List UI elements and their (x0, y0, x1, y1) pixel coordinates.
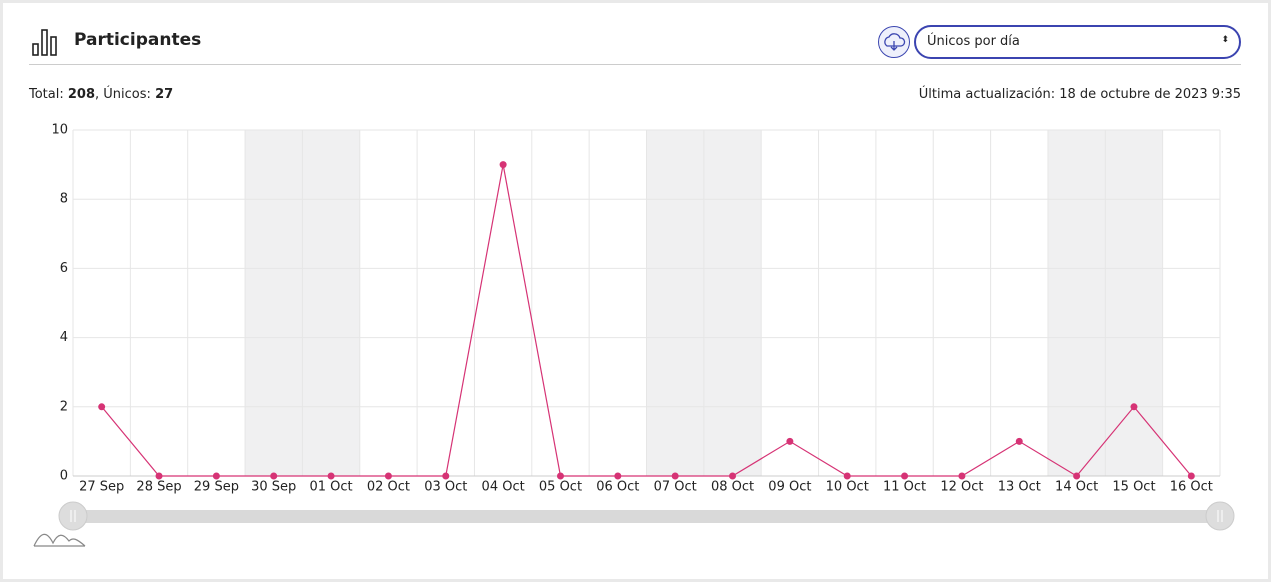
y-tick-label: 6 (60, 261, 68, 276)
card: Participantes Únicos por día ⬍ Total: 20… (3, 3, 1268, 579)
point (1187, 472, 1195, 480)
download-button[interactable] (878, 26, 910, 58)
point (671, 472, 679, 480)
chart-icon (32, 29, 57, 56)
x-tick-label: 30 Sep (251, 480, 296, 495)
x-tick-label: 07 Oct (654, 480, 697, 495)
point (1073, 472, 1081, 480)
point (614, 472, 622, 480)
point (499, 161, 507, 169)
point (155, 472, 163, 480)
point (442, 472, 450, 480)
weekend-band (1105, 130, 1163, 476)
x-tick-label: 28 Sep (136, 480, 181, 495)
mini-chart-icon (33, 533, 86, 547)
point (843, 472, 851, 480)
x-tick-label: 02 Oct (367, 480, 410, 495)
unique-label: , Únicos: (95, 87, 151, 102)
x-tick-label: 05 Oct (539, 480, 582, 495)
point (1130, 403, 1138, 411)
x-tick-label: 10 Oct (826, 480, 869, 495)
x-tick-label: 04 Oct (482, 480, 525, 495)
y-tick-label: 10 (51, 123, 68, 138)
x-tick-label: 11 Oct (883, 480, 926, 495)
cloud-icon (884, 33, 906, 51)
y-tick-label: 8 (60, 192, 68, 207)
x-tick-label: 08 Oct (711, 480, 754, 495)
line (101, 164, 1192, 477)
x-tick-label: 29 Sep (194, 480, 239, 495)
select-value: Únicos por día (927, 34, 1020, 49)
weekend-band (245, 130, 303, 476)
point (901, 472, 909, 480)
handle-grip (1217, 510, 1223, 522)
slider-handle (1205, 501, 1235, 531)
point (729, 472, 737, 480)
weekend-band (302, 130, 360, 476)
point (786, 437, 794, 445)
x-tick-label: 16 Oct (1170, 480, 1213, 495)
chart: 0 2 4 6 8 10 27 Sep 28 Sep 29 Sep 30 Sep 01 Oct 02 … (33, 123, 1235, 547)
select[interactable]: Únicos por día ⬍ (914, 25, 1241, 59)
x-tick-label: 01 Oct (309, 480, 352, 495)
point (384, 472, 392, 480)
summary: Total: 208, Únicos: 27 (29, 87, 173, 102)
total: 208 (67, 87, 96, 102)
unique: 27 (155, 87, 174, 102)
x-tick-label: 06 Oct (596, 480, 639, 495)
updated: Última actualización: 18 de octubre de 2… (918, 87, 1241, 102)
point (327, 472, 335, 480)
y-tick-label: 4 (60, 330, 68, 345)
x-tick-label: 15 Oct (1112, 480, 1155, 495)
x-tick-label: 09 Oct (768, 480, 811, 495)
total-label: Total: (29, 87, 64, 102)
y-tick-label: 0 (60, 469, 68, 484)
x-tick-label: 13 Oct (998, 480, 1041, 495)
y-tick-label: 2 (60, 399, 68, 414)
weekend-band (1047, 130, 1106, 476)
point (958, 472, 966, 480)
divider (29, 64, 1241, 65)
select-arrow: ⬍ (1221, 35, 1229, 45)
x-tick-label: 12 Oct (940, 480, 983, 495)
slider-handle (58, 501, 88, 531)
x-tick-label: 14 Oct (1055, 480, 1098, 495)
weekend-band (703, 130, 762, 476)
handle-grip (70, 510, 76, 522)
x-tick-label: 03 Oct (424, 480, 467, 495)
slider-track (73, 510, 1220, 523)
point (212, 472, 220, 480)
point (98, 403, 106, 411)
point (556, 472, 564, 480)
x-tick-label: 27 Sep (79, 480, 124, 495)
title: Participantes (74, 30, 202, 50)
point (1015, 437, 1023, 445)
weekend-band (646, 130, 704, 476)
point (270, 472, 278, 480)
